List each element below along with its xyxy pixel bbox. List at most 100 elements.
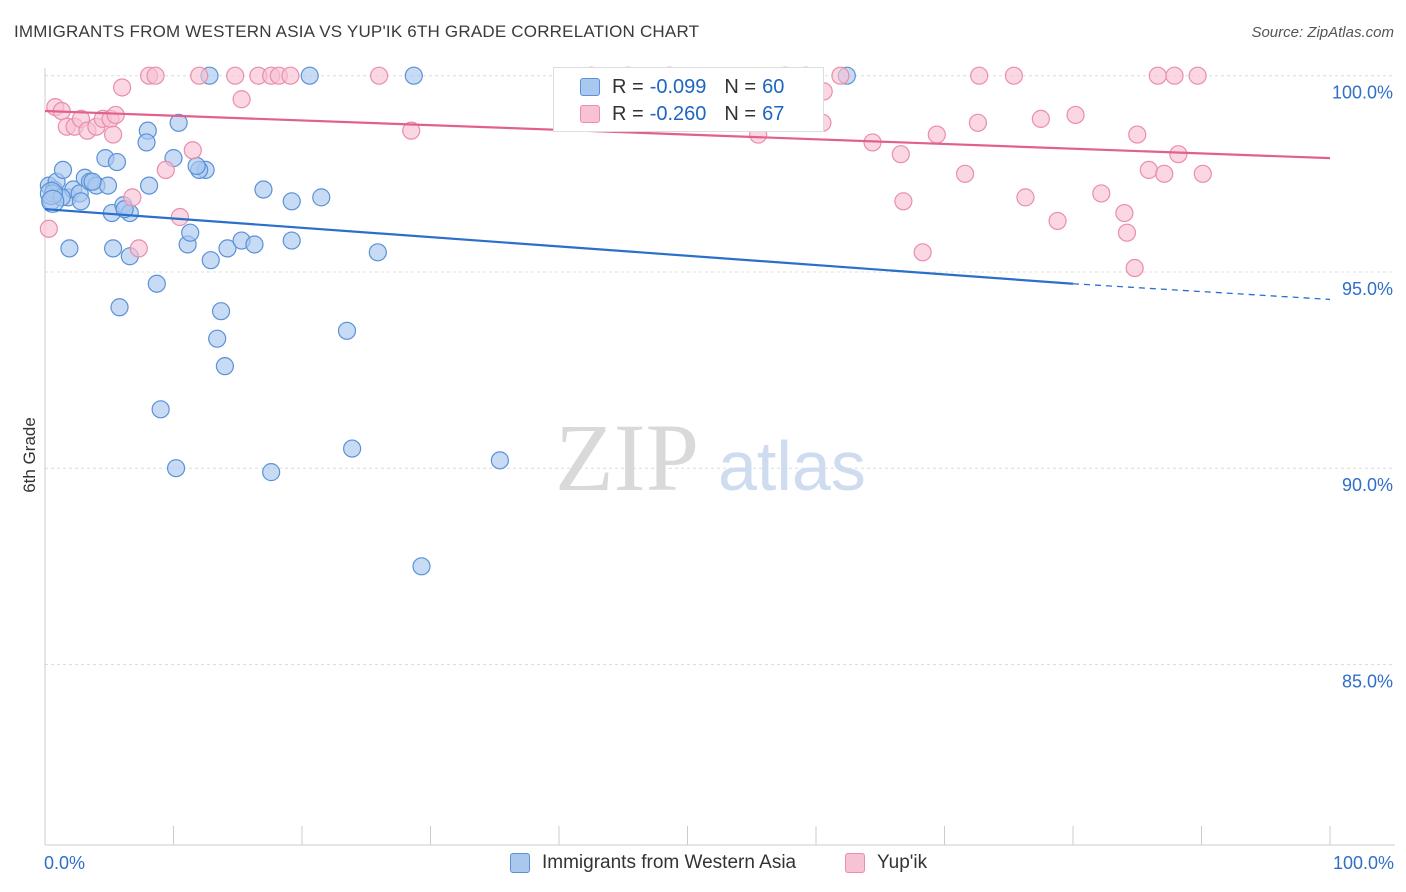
point-western-asia	[343, 439, 362, 458]
point-yupik	[104, 125, 123, 144]
point-western-asia	[166, 459, 186, 478]
point-western-asia	[181, 223, 200, 242]
y-axis-title: 6th Grade	[20, 417, 39, 493]
legend-n-label: N =	[724, 75, 757, 98]
point-western-asia	[490, 451, 509, 470]
point-western-asia	[337, 321, 357, 340]
watermark-atlas: atlas	[718, 427, 866, 505]
point-yupik	[1125, 258, 1144, 278]
series-legend: Immigrants from Western Asia Yup'ik	[0, 852, 1406, 878]
point-yupik	[156, 160, 175, 179]
grid-layer	[45, 75, 1395, 665]
legend-swatch-blue	[510, 853, 530, 873]
point-yupik	[1188, 66, 1207, 85]
point-western-asia	[282, 231, 301, 250]
legend-n-value: 60	[762, 75, 785, 98]
watermark-zip: ZIP	[555, 404, 699, 511]
x-tick-label-0: 0.0%	[44, 853, 85, 873]
point-western-asia	[139, 176, 159, 195]
point-western-asia	[104, 239, 123, 258]
point-western-asia	[215, 357, 234, 376]
point-yupik	[232, 90, 251, 109]
watermark: ZIP atlas	[555, 404, 866, 511]
point-yupik	[913, 243, 932, 262]
point-western-asia	[151, 400, 170, 419]
legend-n-value: 67	[762, 102, 785, 125]
point-western-asia	[208, 329, 227, 348]
point-western-asia	[137, 133, 156, 152]
legend-label-western-asia: Immigrants from Western Asia	[542, 852, 797, 873]
point-yupik	[129, 239, 148, 258]
point-western-asia	[218, 239, 237, 258]
point-western-asia	[312, 188, 331, 207]
point-western-asia	[107, 152, 127, 172]
point-western-asia	[254, 180, 273, 199]
point-yupik	[226, 66, 245, 85]
point-yupik	[370, 66, 389, 85]
source-label: Source: ZipAtlas.com	[1251, 24, 1394, 41]
y-tick-label: 90.0%	[1342, 475, 1393, 495]
point-yupik	[190, 66, 209, 85]
chart-title: IMMIGRANTS FROM WESTERN ASIA VS YUP'IK 6…	[14, 22, 700, 41]
point-western-asia	[368, 243, 387, 262]
point-western-asia	[187, 156, 206, 176]
point-yupik	[1155, 164, 1174, 183]
point-western-asia	[53, 160, 73, 179]
point-yupik	[1117, 223, 1137, 242]
point-yupik	[106, 105, 125, 125]
point-yupik	[1193, 164, 1212, 183]
y-tick-label: 100.0%	[1332, 83, 1393, 103]
trend-layer	[44, 109, 1331, 301]
point-yupik	[927, 125, 946, 144]
point-western-asia	[83, 172, 102, 191]
axis-layer: 85.0% 90.0% 95.0% 100.0%	[44, 68, 1395, 846]
x-tick-label-100: 100.0%	[1333, 853, 1394, 873]
point-western-asia	[282, 192, 301, 211]
trendline-western-asia-projection	[1072, 283, 1331, 301]
trendline-western-asia	[44, 208, 1074, 285]
legend-r-value: -0.260	[649, 102, 707, 125]
point-yupik	[1139, 160, 1158, 179]
point-western-asia	[245, 235, 264, 254]
legend-r-value: -0.099	[649, 75, 707, 98]
point-yupik	[894, 192, 913, 211]
point-yupik	[1165, 66, 1184, 85]
point-yupik	[891, 145, 910, 164]
stats-legend: R = -0.099 N = 60 R = -0.260 N = 67	[553, 67, 824, 132]
point-yupik	[831, 66, 850, 85]
point-yupik	[146, 66, 165, 85]
legend-swatch-pink	[580, 105, 600, 123]
legend-item-western-asia[interactable]: Immigrants from Western Asia	[510, 852, 796, 874]
point-yupik	[39, 219, 58, 238]
point-yupik	[1148, 66, 1167, 85]
y-tick-label: 95.0%	[1342, 279, 1393, 299]
legend-r-label: R =	[612, 75, 644, 98]
point-yupik	[1066, 105, 1085, 125]
point-yupik	[123, 188, 142, 207]
point-western-asia	[110, 298, 129, 317]
point-western-asia	[201, 251, 220, 270]
point-western-asia-cluster	[41, 189, 65, 213]
point-yupik	[970, 66, 989, 85]
legend-item-yupik[interactable]: Yup'ik	[845, 852, 927, 874]
point-yupik	[1115, 203, 1134, 223]
point-western-asia	[147, 274, 166, 293]
point-yupik	[1092, 184, 1111, 203]
legend-swatch-blue	[580, 78, 600, 96]
point-yupik	[1016, 188, 1035, 207]
legend-n-label: N =	[724, 102, 757, 125]
point-yupik	[955, 164, 975, 183]
legend-row-series2: R = -0.260 N = 67	[580, 102, 784, 126]
legend-label-yupik: Yup'ik	[877, 852, 928, 873]
point-western-asia	[60, 239, 79, 258]
legend-r-label: R =	[612, 102, 644, 125]
y-tick-label: 85.0%	[1342, 671, 1393, 691]
point-yupik	[1169, 145, 1188, 164]
point-yupik	[170, 207, 190, 227]
point-western-asia	[262, 463, 281, 482]
point-yupik	[1048, 211, 1067, 231]
legend-swatch-pink	[845, 853, 865, 873]
point-yupik	[1031, 109, 1050, 128]
point-yupik	[112, 78, 132, 97]
